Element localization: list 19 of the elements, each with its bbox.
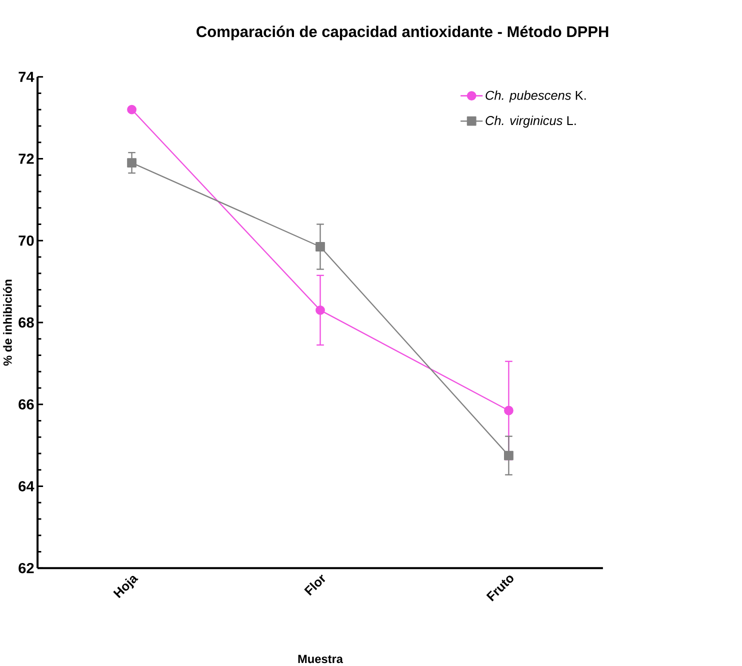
legend-label: Ch. virginicus L. [486,116,576,128]
point [504,450,514,460]
y-tick-label: 62 [18,562,34,574]
point [127,158,136,168]
y-tick-label: 74 [18,72,34,82]
point [127,104,136,114]
y-tick-label: 70 [18,235,34,246]
x-tick-label: Flor [304,574,326,596]
y-tick-label: 66 [18,399,34,410]
legend-label: Ch. pubescens K. [486,90,586,102]
y-tick-label: 64 [18,481,34,492]
chart-title: Comparación de capacidad antioxidante - Método DPPH [196,26,608,40]
point [504,406,514,416]
point [316,305,325,315]
point [316,242,325,252]
y-axis-title: % de inhibición [3,280,12,366]
y-tick-label: 68 [18,317,34,328]
x-axis-title: Muestra [298,654,344,664]
y-tick-label: 72 [18,154,34,164]
